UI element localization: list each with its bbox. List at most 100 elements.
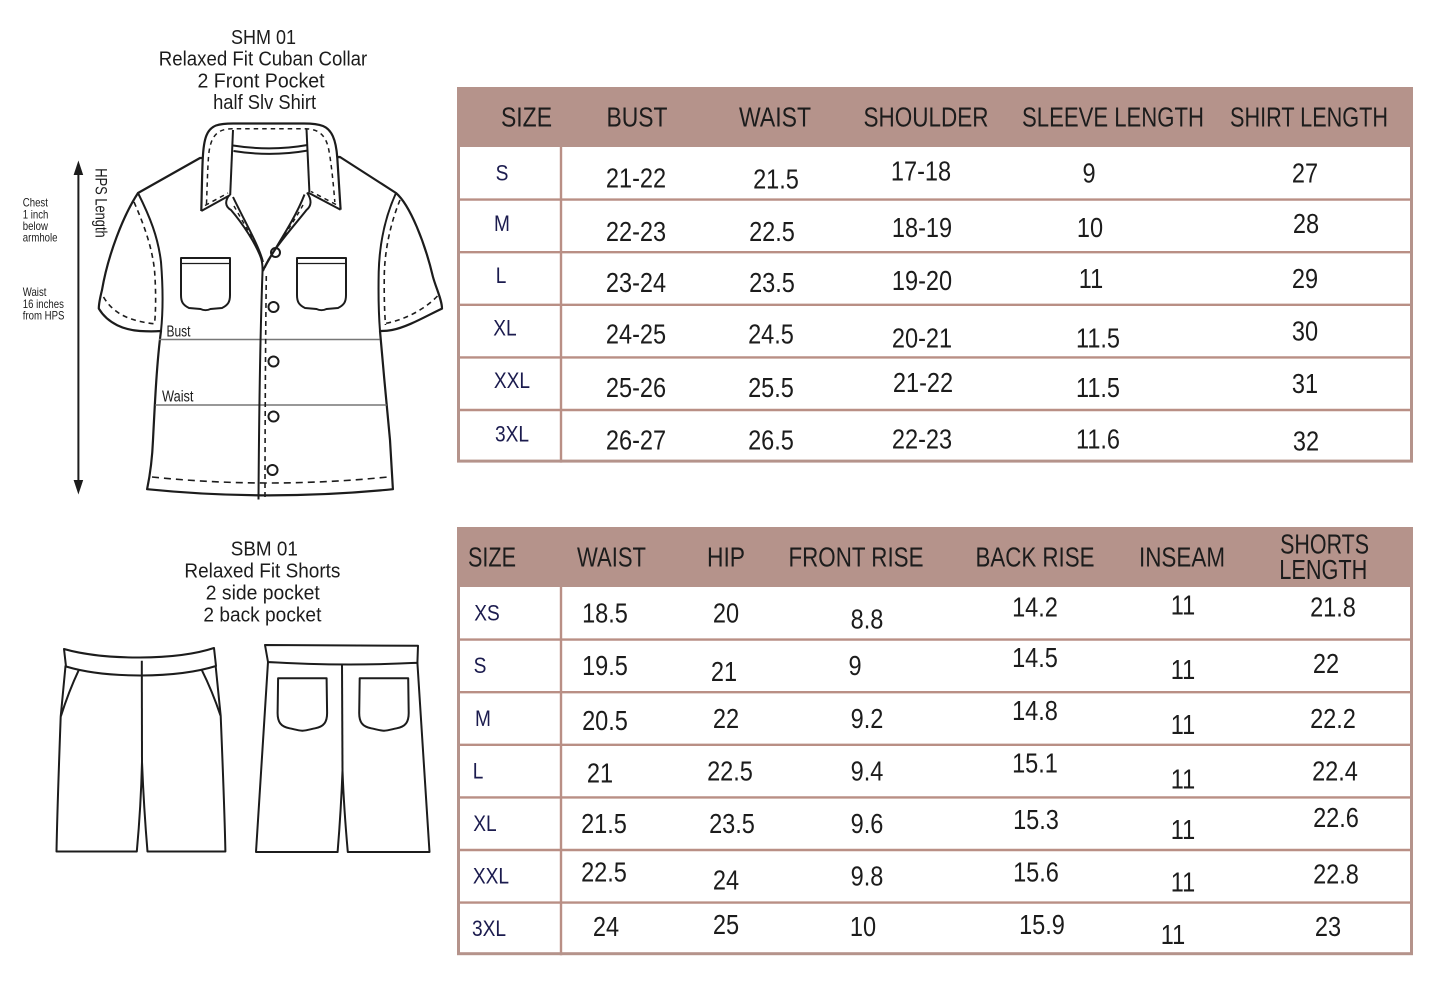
svg-text:LENGTH: LENGTH	[1279, 554, 1367, 585]
svg-text:11: 11	[1079, 263, 1103, 294]
svg-text:11: 11	[1171, 590, 1195, 621]
svg-text:9.8: 9.8	[851, 861, 884, 892]
svg-text:22.5: 22.5	[581, 857, 627, 888]
svg-text:11: 11	[1171, 763, 1195, 794]
svg-text:2 back pocket: 2 back pocket	[203, 604, 321, 627]
svg-text:14.2: 14.2	[1012, 592, 1058, 623]
svg-text:11: 11	[1171, 654, 1195, 685]
svg-text:XL: XL	[473, 811, 496, 836]
svg-text:SLEEVE LENGTH: SLEEVE LENGTH	[1022, 102, 1204, 133]
svg-text:22: 22	[1313, 648, 1339, 679]
svg-text:21: 21	[587, 757, 613, 788]
svg-text:10: 10	[850, 911, 876, 942]
svg-text:22.5: 22.5	[707, 755, 753, 786]
svg-text:17-18: 17-18	[891, 156, 951, 187]
svg-text:26-27: 26-27	[606, 425, 666, 456]
svg-text:3XL: 3XL	[495, 422, 529, 447]
svg-text:9.6: 9.6	[851, 808, 884, 839]
svg-text:2 Front Pocket: 2 Front Pocket	[198, 70, 325, 93]
svg-text:XS: XS	[474, 601, 500, 626]
svg-text:XXL: XXL	[473, 864, 509, 889]
svg-text:S: S	[474, 653, 487, 678]
svg-text:SHM 01: SHM 01	[231, 26, 296, 49]
svg-text:20.5: 20.5	[582, 705, 628, 736]
svg-text:21-22: 21-22	[893, 367, 953, 398]
svg-text:FRONT RISE: FRONT RISE	[789, 542, 924, 573]
svg-text:14.8: 14.8	[1012, 695, 1058, 726]
svg-text:Relaxed Fit Cuban Collar: Relaxed Fit Cuban Collar	[159, 47, 368, 70]
svg-text:SIZE: SIZE	[501, 102, 552, 133]
svg-text:1 inch: 1 inch	[23, 207, 49, 221]
svg-text:21.5: 21.5	[753, 164, 799, 195]
svg-text:31: 31	[1292, 368, 1318, 399]
svg-text:M: M	[475, 706, 491, 731]
svg-text:BUST: BUST	[607, 102, 668, 133]
svg-text:22-23: 22-23	[606, 216, 666, 247]
svg-text:9: 9	[1082, 158, 1095, 189]
svg-text:SBM 01: SBM 01	[231, 538, 298, 561]
svg-text:11: 11	[1171, 867, 1195, 898]
svg-text:L: L	[473, 758, 484, 783]
svg-text:S: S	[496, 161, 509, 186]
svg-text:HPS Length: HPS Length	[92, 168, 110, 237]
svg-text:15.3: 15.3	[1013, 804, 1059, 835]
svg-text:19.5: 19.5	[582, 650, 628, 681]
svg-text:22.2: 22.2	[1310, 703, 1356, 734]
svg-text:22.6: 22.6	[1313, 802, 1359, 833]
svg-text:26.5: 26.5	[748, 425, 794, 456]
svg-text:WAIST: WAIST	[739, 102, 811, 133]
svg-text:21-22: 21-22	[606, 163, 666, 194]
svg-text:24: 24	[593, 911, 619, 942]
svg-text:21.5: 21.5	[581, 808, 627, 839]
svg-text:22-23: 22-23	[892, 424, 952, 455]
svg-text:19-20: 19-20	[892, 265, 952, 296]
svg-text:23.5: 23.5	[709, 808, 755, 839]
svg-text:25: 25	[713, 909, 739, 940]
svg-text:15.1: 15.1	[1012, 747, 1058, 778]
svg-text:BACK RISE: BACK RISE	[976, 542, 1095, 573]
svg-text:Chest: Chest	[23, 196, 49, 210]
svg-text:8.8: 8.8	[851, 604, 884, 635]
svg-text:24: 24	[713, 865, 739, 896]
svg-text:15.6: 15.6	[1013, 857, 1059, 888]
svg-text:2 side pocket: 2 side pocket	[206, 581, 320, 604]
svg-text:23: 23	[1315, 911, 1341, 942]
svg-text:15.9: 15.9	[1019, 909, 1065, 940]
svg-text:Waist: Waist	[162, 389, 194, 406]
svg-text:16 inches: 16 inches	[23, 297, 64, 311]
svg-text:9.2: 9.2	[851, 703, 884, 734]
svg-text:9: 9	[848, 650, 861, 681]
svg-text:armhole: armhole	[23, 231, 58, 245]
svg-text:Relaxed Fit Shorts: Relaxed Fit Shorts	[184, 560, 340, 583]
svg-text:18-19: 18-19	[892, 212, 952, 243]
svg-text:23-24: 23-24	[606, 267, 666, 298]
svg-text:14.5: 14.5	[1012, 642, 1058, 673]
svg-text:XXL: XXL	[494, 368, 530, 393]
svg-text:from HPS: from HPS	[23, 309, 65, 323]
svg-text:11: 11	[1171, 709, 1195, 740]
svg-text:11: 11	[1161, 919, 1185, 950]
svg-text:L: L	[496, 263, 507, 288]
svg-text:30: 30	[1292, 315, 1318, 346]
svg-text:29: 29	[1292, 263, 1318, 294]
svg-text:11.5: 11.5	[1076, 372, 1120, 403]
svg-text:27: 27	[1292, 158, 1318, 189]
svg-text:20: 20	[713, 598, 739, 629]
svg-text:24-25: 24-25	[606, 318, 666, 349]
svg-text:INSEAM: INSEAM	[1139, 542, 1225, 573]
svg-text:Waist: Waist	[23, 285, 47, 299]
svg-text:WAIST: WAIST	[577, 542, 646, 573]
svg-text:25.5: 25.5	[748, 372, 794, 403]
svg-text:below: below	[23, 219, 48, 233]
svg-text:20-21: 20-21	[892, 322, 952, 353]
svg-text:24.5: 24.5	[748, 318, 794, 349]
svg-text:22.5: 22.5	[749, 216, 795, 247]
svg-text:11: 11	[1171, 814, 1195, 845]
svg-text:9.4: 9.4	[851, 755, 884, 786]
svg-text:XL: XL	[493, 315, 516, 340]
svg-text:SHIRT LENGTH: SHIRT LENGTH	[1230, 102, 1388, 133]
svg-text:SHOULDER: SHOULDER	[864, 102, 989, 133]
svg-text:SIZE: SIZE	[468, 542, 516, 573]
svg-text:23.5: 23.5	[749, 267, 795, 298]
svg-text:21.8: 21.8	[1310, 592, 1356, 623]
